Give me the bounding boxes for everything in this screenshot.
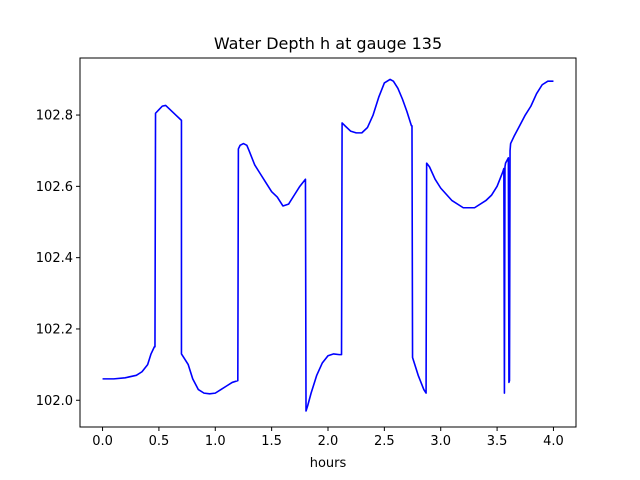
y-tick-label: 102.2 [36, 322, 73, 337]
x-tick-label: 0.0 [92, 434, 113, 449]
x-tick-label: 3.5 [487, 434, 508, 449]
x-tick-label: 2.5 [374, 434, 395, 449]
y-tick-label: 102.6 [36, 180, 73, 195]
series-line-0 [102, 78, 554, 412]
y-tick-label: 102.0 [36, 394, 73, 409]
x-tick-label: 3.0 [430, 434, 451, 449]
x-tick-label: 4.0 [543, 434, 564, 449]
y-tick-label: 102.8 [36, 109, 73, 124]
x-tick-label: 0.5 [149, 434, 170, 449]
x-tick-label: 1.0 [205, 434, 226, 449]
plot-area [102, 78, 554, 412]
x-tick-label: 1.5 [261, 434, 282, 449]
x-tick-label: 2.0 [318, 434, 339, 449]
y-tick-label: 102.4 [36, 251, 73, 266]
x-axis-label: hours [310, 456, 347, 471]
plot-frame [79, 57, 577, 428]
y-axis-ticks: 102.0 102.2 102.4 102.6 102.8 [36, 109, 80, 409]
x-axis-ticks: 0.0 0.5 1.0 1.5 2.0 2.5 3.0 3.5 4.0 [92, 427, 564, 449]
chart-title: Water Depth h at gauge 135 [214, 34, 442, 53]
